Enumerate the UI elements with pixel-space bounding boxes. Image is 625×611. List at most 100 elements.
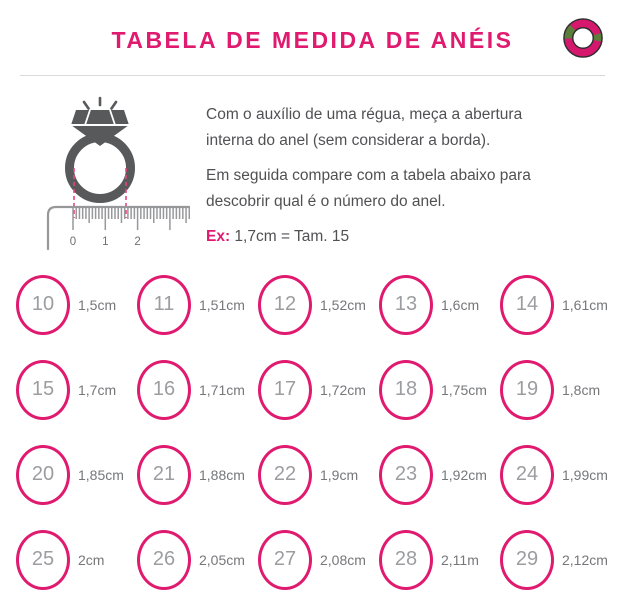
ring-size-number: 17 [273,378,297,400]
ring-size-number: 16 [152,378,176,400]
ring-size-item: 21 1,88cm [137,432,258,517]
ring-size-item: 26 2,05cm [137,517,258,602]
ring-size-number: 15 [31,378,55,400]
ruler-number-1: 1 [102,236,108,248]
instructions-text: Com o auxílio de uma régua, meça a abert… [206,102,610,254]
ring-size-circle: 11 [137,274,191,335]
ring-measure-illustration: 0 1 2 [46,96,190,251]
ring-size-measure: 1,99cm [562,466,608,483]
ring-size-circle: 12 [258,274,312,335]
ring-size-number: 19 [515,378,539,400]
ring-size-item: 29 2,12cm [500,517,621,602]
ring-size-number: 18 [394,378,418,400]
ring-size-measure: 2,11m [441,551,479,568]
ring-size-item: 19 1,8cm [500,347,621,432]
ring-size-measure: 1,9cm [320,466,359,483]
ring-size-circle: 10 [16,274,70,335]
instruction-paragraph-2: Em seguida compare com a tabela abaixo p… [206,163,610,215]
example-value: 1,7cm = Tam. 15 [230,228,350,245]
ring-size-measure: 1,8cm [562,381,601,398]
ruler-number-2: 2 [134,236,140,248]
ring-size-circle: 23 [379,444,433,505]
ring-size-number: 25 [31,548,55,570]
ring-size-measure: 2,05cm [199,551,245,568]
ring-size-circle: 20 [16,444,70,505]
ring-size-circle: 27 [258,529,312,590]
ring-size-measure: 1,88cm [199,466,245,483]
instruction-line: Com o auxílio de uma régua, meça a abert… [206,106,523,123]
ring-size-measure: 1,75cm [441,381,487,398]
size-grid: 10 1,5cm 11 1,51cm 12 1,52cm 13 1,6cm 14 1,61cm 15… [0,262,625,602]
header: TABELA DE MEDIDA DE ANÉIS [0,0,625,75]
header-divider [20,75,605,76]
ring-size-number: 23 [394,463,418,485]
ring-size-number: 14 [515,293,539,315]
ring-size-number: 20 [31,463,55,485]
ring-size-circle: 25 [16,529,70,590]
ring-size-item: 25 2cm [16,517,137,602]
ring-size-measure: 1,5cm [78,296,117,313]
ring-size-circle: 19 [500,359,554,420]
instruction-line: Em seguida compare com a tabela abaixo p… [206,167,531,184]
page-title: TABELA DE MEDIDA DE ANÉIS [111,27,514,53]
ring-size-item: 14 1,61cm [500,262,621,347]
instruction-line: descobrir qual é o número do anel. [206,193,446,210]
ring-size-number: 27 [273,548,297,570]
ring-size-circle: 28 [379,529,433,590]
ring-size-measure: 1,51cm [199,296,245,313]
example-line: Ex: 1,7cm = Tam. 15 [206,224,610,250]
ring-size-measure: 1,52cm [320,296,366,313]
ring-size-measure: 1,61cm [562,296,608,313]
ring-size-circle: 16 [137,359,191,420]
example-label: Ex: [206,228,231,245]
ruler-frame [46,205,190,251]
ring-size-number: 22 [273,463,297,485]
ruler-number-0: 0 [70,236,76,248]
ring-size-item: 20 1,85cm [16,432,137,517]
ring-size-measure: 1,85cm [78,466,124,483]
ring-size-measure: 1,92cm [441,466,487,483]
ring-size-item: 24 1,99cm [500,432,621,517]
diamond-icon [71,109,129,146]
ring-size-circle: 18 [379,359,433,420]
ring-size-number: 12 [273,293,297,315]
ring-band [65,133,135,203]
ring-size-circle: 22 [258,444,312,505]
ring-size-number: 24 [515,463,539,485]
ring-size-item: 18 1,75cm [379,347,500,432]
ruler-numbers: 0 1 2 [70,236,141,248]
ring-size-measure: 1,6cm [441,296,480,313]
ring-size-measure: 1,72cm [320,381,366,398]
ring-size-item: 15 1,7cm [16,347,137,432]
instruction-line: interna do anel (sem considerar a borda)… [206,132,491,149]
ring-size-item: 27 2,08cm [258,517,379,602]
ring-size-item: 16 1,71cm [137,347,258,432]
sparkle-icon [82,96,118,110]
ring-logo-icon [563,18,603,58]
ring-size-circle: 21 [137,444,191,505]
ring-size-number: 10 [31,293,55,315]
ring-size-circle: 14 [500,274,554,335]
ring-size-item: 23 1,92cm [379,432,500,517]
ring-size-measure: 2,08cm [320,551,366,568]
ring-size-item: 10 1,5cm [16,262,137,347]
ring-size-circle: 29 [500,529,554,590]
ring-size-number: 26 [152,548,176,570]
ring-size-circle: 17 [258,359,312,420]
ring-size-number: 11 [153,293,175,315]
ring-size-number: 21 [152,463,176,485]
instruction-paragraph-1: Com o auxílio de uma régua, meça a abert… [206,102,610,154]
measure-guide-lines [73,168,127,218]
ring-size-circle: 15 [16,359,70,420]
ring-size-item: 22 1,9cm [258,432,379,517]
ring-size-number: 29 [515,548,539,570]
ring-size-measure: 2cm [78,551,105,568]
ring-size-item: 28 2,11m [379,517,500,602]
ring-size-item: 17 1,72cm [258,347,379,432]
ring-size-item: 12 1,52cm [258,262,379,347]
ring-size-measure: 1,71cm [199,381,245,398]
ring-size-measure: 2,12cm [562,551,608,568]
ring-size-number: 13 [394,293,418,315]
ring-size-number: 28 [394,548,418,570]
